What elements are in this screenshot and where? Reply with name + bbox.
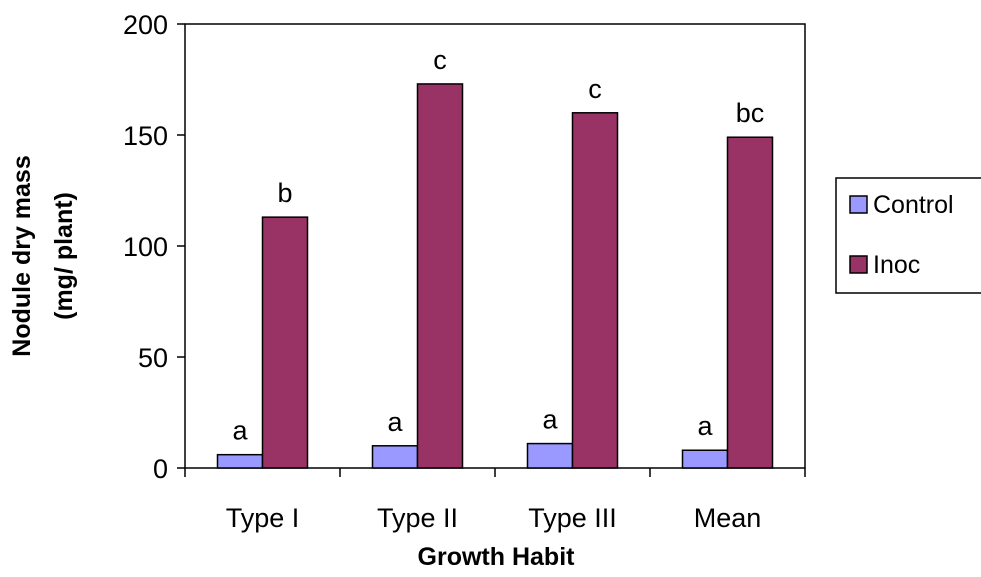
- bars: [218, 84, 773, 468]
- bar-inoc: [418, 84, 463, 468]
- x-tick-label: Mean: [694, 503, 762, 533]
- legend-swatch: [850, 196, 867, 213]
- legend-swatch: [850, 256, 867, 273]
- y-axis-title-sub: (mg/ plant): [50, 192, 78, 320]
- bar-significance-label: a: [387, 407, 403, 437]
- x-tick-label: Type III: [528, 503, 617, 533]
- bar-significance-label: c: [588, 74, 602, 104]
- y-axis-title: Nodule dry mass: [8, 155, 36, 356]
- bar-inoc: [728, 137, 773, 468]
- x-axis-title: Growth Habit: [418, 543, 576, 571]
- y-tick-label: 50: [138, 343, 168, 373]
- y-tick-label: 200: [123, 10, 168, 40]
- legend-label: Control: [873, 191, 954, 219]
- bar-significance-label: a: [542, 405, 558, 435]
- bar-control: [373, 446, 418, 468]
- x-axis: Type I Type II Type III Mean: [185, 468, 805, 533]
- bar-significance-label: bc: [736, 98, 765, 128]
- bar-significance-label: c: [433, 45, 447, 75]
- y-tick-label: 150: [123, 121, 168, 151]
- legend: Control Inoc: [836, 178, 981, 293]
- bar-control: [683, 450, 728, 468]
- bar-significance-label: b: [277, 178, 292, 208]
- bar-inoc: [573, 113, 618, 468]
- bar-significance-label: a: [232, 416, 248, 446]
- bar-inoc: [263, 217, 308, 468]
- x-tick-label: Type I: [226, 503, 300, 533]
- y-axis-title-line1: Nodule dry mass: [8, 155, 36, 356]
- bar-control: [528, 444, 573, 468]
- y-axis: 0 50 100 150 200: [123, 10, 185, 484]
- x-tick-label: Type II: [377, 503, 458, 533]
- y-tick-label: 100: [123, 232, 168, 262]
- bar-control: [218, 455, 263, 468]
- y-tick-label: 0: [153, 454, 168, 484]
- legend-label: Inoc: [873, 251, 920, 279]
- bar-significance-label: a: [697, 411, 713, 441]
- y-axis-title-line2: (mg/ plant): [50, 192, 78, 320]
